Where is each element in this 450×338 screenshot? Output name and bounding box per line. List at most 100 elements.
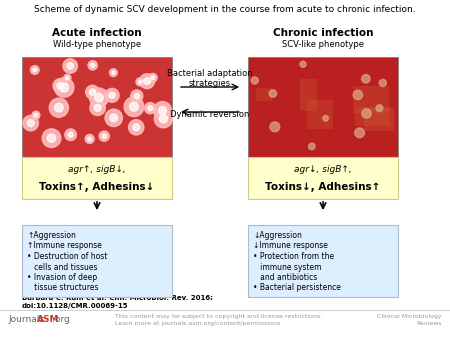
Circle shape	[105, 109, 122, 126]
Text: Dynamic reversion: Dynamic reversion	[170, 110, 250, 119]
Text: doi:10.1128/CMR.00069-15: doi:10.1128/CMR.00069-15	[22, 303, 129, 309]
Text: tissue structures: tissue structures	[27, 284, 99, 292]
Circle shape	[130, 102, 138, 111]
Text: • Destruction of host: • Destruction of host	[27, 252, 108, 261]
Text: Bacterial adaptation
strategies: Bacterial adaptation strategies	[167, 69, 253, 89]
Text: This content may be subject to copyright and license restrictions.
Learn more at: This content may be subject to copyright…	[115, 314, 322, 325]
Circle shape	[353, 90, 363, 100]
Circle shape	[144, 102, 156, 114]
Text: • Bacterial persistence: • Bacterial persistence	[253, 284, 341, 292]
Circle shape	[148, 106, 153, 111]
Circle shape	[31, 66, 39, 74]
Text: ASM: ASM	[37, 315, 59, 324]
Circle shape	[63, 59, 77, 73]
Circle shape	[60, 83, 68, 92]
Text: Barbara C. Kahl et al. Clin. Microbiol. Rev. 2016;: Barbara C. Kahl et al. Clin. Microbiol. …	[22, 295, 213, 301]
Circle shape	[153, 101, 171, 119]
Circle shape	[32, 111, 40, 119]
Circle shape	[159, 115, 167, 123]
Circle shape	[376, 105, 383, 112]
Circle shape	[90, 63, 95, 67]
Circle shape	[34, 114, 38, 117]
Circle shape	[42, 129, 61, 147]
Bar	[22, 57, 172, 157]
Circle shape	[47, 134, 56, 142]
Circle shape	[54, 103, 63, 112]
Bar	[353, 86, 389, 113]
Bar	[248, 57, 398, 157]
Circle shape	[269, 90, 277, 97]
Bar	[307, 100, 333, 129]
Circle shape	[109, 92, 115, 98]
Circle shape	[148, 73, 157, 82]
FancyBboxPatch shape	[22, 157, 172, 199]
Circle shape	[105, 88, 119, 102]
Text: Toxins↓, Adhesins↑: Toxins↓, Adhesins↑	[266, 182, 381, 192]
Text: ↓Immune response: ↓Immune response	[253, 241, 328, 250]
Circle shape	[355, 128, 365, 138]
FancyBboxPatch shape	[248, 157, 398, 199]
Bar	[364, 108, 394, 131]
Circle shape	[57, 82, 63, 89]
Text: .org: .org	[52, 315, 70, 324]
Text: Acute infection: Acute infection	[52, 28, 142, 38]
Circle shape	[90, 100, 105, 116]
Text: Scheme of dynamic SCV development in the course from acute to chronic infection.: Scheme of dynamic SCV development in the…	[34, 5, 416, 14]
Circle shape	[136, 78, 144, 86]
Text: and antibiotics: and antibiotics	[253, 273, 317, 282]
Bar	[256, 88, 272, 101]
Circle shape	[88, 137, 92, 141]
Text: ↓Aggression: ↓Aggression	[253, 231, 302, 240]
Text: Journals.: Journals.	[8, 315, 47, 324]
Circle shape	[140, 74, 154, 89]
Circle shape	[112, 71, 115, 74]
Circle shape	[362, 75, 370, 83]
Text: Chronic infection: Chronic infection	[273, 28, 373, 38]
Circle shape	[99, 131, 109, 141]
Circle shape	[94, 93, 103, 102]
Circle shape	[85, 135, 94, 143]
Circle shape	[110, 114, 118, 122]
Circle shape	[109, 69, 117, 77]
Circle shape	[129, 120, 144, 135]
Circle shape	[323, 116, 328, 121]
Text: ↑Aggression: ↑Aggression	[27, 231, 76, 240]
Text: • Invasion of deep: • Invasion of deep	[27, 273, 97, 282]
Circle shape	[158, 106, 166, 115]
Text: immune system: immune system	[253, 263, 321, 271]
Bar	[355, 107, 390, 126]
Circle shape	[151, 76, 155, 79]
Text: ↑Immune response: ↑Immune response	[27, 241, 102, 250]
Text: agr↓, sigB↑,: agr↓, sigB↑,	[294, 166, 352, 174]
Circle shape	[33, 68, 37, 72]
Circle shape	[270, 122, 280, 132]
Text: Wild-type phenotype: Wild-type phenotype	[53, 40, 141, 49]
Circle shape	[251, 77, 258, 84]
Text: Clinical Microbiology
Reviews: Clinical Microbiology Reviews	[377, 314, 442, 325]
Circle shape	[362, 109, 371, 118]
Circle shape	[53, 79, 68, 93]
Circle shape	[86, 85, 99, 99]
FancyBboxPatch shape	[248, 225, 398, 297]
Circle shape	[154, 110, 172, 128]
Circle shape	[134, 93, 140, 99]
Circle shape	[68, 132, 73, 137]
Text: Toxins↑, Adhesins↓: Toxins↑, Adhesins↓	[39, 182, 155, 192]
Circle shape	[300, 61, 306, 67]
Circle shape	[63, 74, 71, 82]
Text: SCV-like phenotype: SCV-like phenotype	[282, 40, 364, 49]
Circle shape	[49, 98, 68, 117]
Circle shape	[102, 134, 107, 139]
Circle shape	[138, 80, 142, 84]
Circle shape	[94, 104, 101, 111]
Circle shape	[90, 89, 95, 95]
Circle shape	[379, 79, 387, 87]
Circle shape	[54, 78, 74, 97]
Bar	[300, 79, 317, 111]
Circle shape	[90, 88, 108, 107]
Circle shape	[133, 124, 140, 131]
FancyBboxPatch shape	[22, 225, 172, 297]
Circle shape	[144, 78, 150, 84]
Text: • Protection from the: • Protection from the	[253, 252, 334, 261]
Circle shape	[67, 63, 73, 69]
